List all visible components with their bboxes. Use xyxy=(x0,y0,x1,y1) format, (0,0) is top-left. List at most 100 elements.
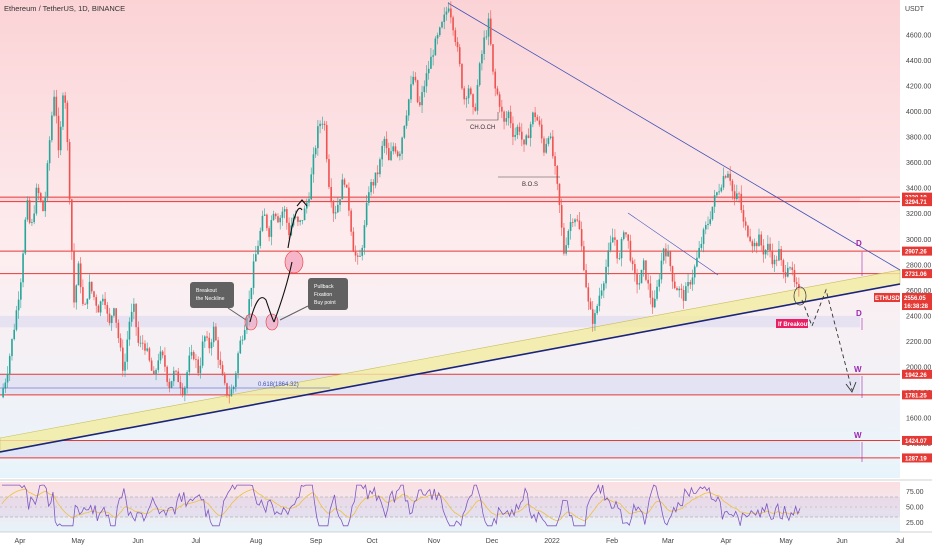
candle-body xyxy=(283,209,286,212)
candle-body xyxy=(769,243,771,251)
projection-curve-1 xyxy=(249,297,275,323)
candle-body xyxy=(736,193,738,200)
candle-body xyxy=(489,18,492,45)
candle-body xyxy=(509,111,512,124)
candle-body xyxy=(742,210,745,222)
candle-body xyxy=(175,370,177,372)
candle-body xyxy=(119,338,122,348)
bubble2-line1: Pullback xyxy=(314,284,334,290)
if-breakout-tag xyxy=(776,319,808,328)
support-zone-low xyxy=(0,440,860,458)
price-level-tag xyxy=(902,197,932,207)
time-tick-label: Sep xyxy=(310,538,323,545)
candle-body xyxy=(130,311,133,322)
candle-body xyxy=(434,38,437,56)
candle-body xyxy=(354,251,357,256)
time-axis[interactable]: Apr May Jun Jul Aug Sep Oct Nov Dec 2022 Feb Mar Apr… xyxy=(15,538,905,545)
candle-body xyxy=(636,274,638,285)
candle-body xyxy=(474,107,477,111)
descending-trendline xyxy=(447,2,901,271)
candle-body xyxy=(565,245,567,254)
price-level-tag-label: 2907.26 xyxy=(905,250,927,256)
breakout-circle xyxy=(244,313,258,331)
candle-body xyxy=(689,281,692,285)
candle-body xyxy=(310,174,313,200)
candle-body xyxy=(596,305,598,314)
candle-body xyxy=(450,8,452,18)
candle-body xyxy=(215,326,217,341)
candle-body xyxy=(155,369,157,375)
candle-body xyxy=(42,200,44,212)
candle-body xyxy=(676,288,678,291)
candle-body xyxy=(638,283,641,285)
choch-marker: CH.O.CH xyxy=(466,112,499,131)
candle-body xyxy=(538,120,541,125)
candle-body xyxy=(587,287,590,302)
candle-body xyxy=(673,281,676,289)
support-zone-upper xyxy=(0,315,860,328)
candle-body xyxy=(124,361,126,371)
candle-body xyxy=(667,251,669,257)
candle-body xyxy=(501,106,503,112)
price-level-tags: 3330.193294.712907.262731.061942.261781.… xyxy=(902,192,932,463)
candle-body xyxy=(583,246,585,271)
candle-body xyxy=(99,301,102,313)
candle-body xyxy=(263,214,266,216)
candle-body xyxy=(17,299,20,311)
candle-body xyxy=(773,259,776,265)
candle-body xyxy=(270,220,273,237)
candle-body xyxy=(168,381,171,388)
candle-body xyxy=(399,153,401,157)
candle-body xyxy=(361,247,364,256)
current-symbol: ETHUSDT xyxy=(875,296,904,302)
candle-body xyxy=(503,111,505,122)
candle-body xyxy=(594,313,596,324)
wave-label-d2: D xyxy=(856,309,862,318)
candle-body xyxy=(51,115,53,141)
candle-body xyxy=(159,351,162,361)
candle-body xyxy=(558,183,561,206)
wave-label-d1: D xyxy=(856,239,862,248)
time-tick-label: Oct xyxy=(367,538,378,545)
candle-body xyxy=(261,215,264,231)
candle-body xyxy=(325,125,328,160)
candle-body xyxy=(383,138,386,146)
candle-body xyxy=(66,102,69,143)
choch-label: CH.O.CH xyxy=(470,125,495,131)
candle-body xyxy=(704,225,707,230)
price-level-tag-label: 1287.19 xyxy=(905,456,927,462)
candle-body xyxy=(392,146,395,152)
candle-body xyxy=(274,213,277,217)
candle-body xyxy=(181,387,184,395)
candle-body xyxy=(552,136,554,157)
candle-body xyxy=(363,225,366,248)
candle-body xyxy=(90,281,93,292)
candle-body xyxy=(731,180,734,192)
current-circle xyxy=(793,286,807,306)
candle-body xyxy=(687,281,689,287)
candle-body xyxy=(580,229,583,247)
candle-body xyxy=(286,209,288,223)
price-tick-label: 3400.00 xyxy=(906,186,931,193)
candle-body xyxy=(172,370,175,382)
candle-body xyxy=(680,288,683,290)
candle-body xyxy=(272,213,275,221)
candle-body xyxy=(57,115,60,151)
candle-body xyxy=(297,216,299,222)
candle-body xyxy=(518,126,521,132)
candle-body xyxy=(625,232,627,235)
candle-body xyxy=(764,249,767,255)
candle-body xyxy=(379,159,381,175)
candle-body xyxy=(226,383,228,395)
rsi-tick-label: 75.00 xyxy=(906,489,924,496)
candle-body xyxy=(117,322,120,339)
candle-body xyxy=(352,231,355,252)
candle-body xyxy=(321,123,324,125)
time-tick-label: Aug xyxy=(250,538,263,545)
candle-body xyxy=(516,126,519,136)
candle-body xyxy=(483,37,485,54)
candle-body xyxy=(137,327,140,343)
candle-body xyxy=(314,148,317,155)
